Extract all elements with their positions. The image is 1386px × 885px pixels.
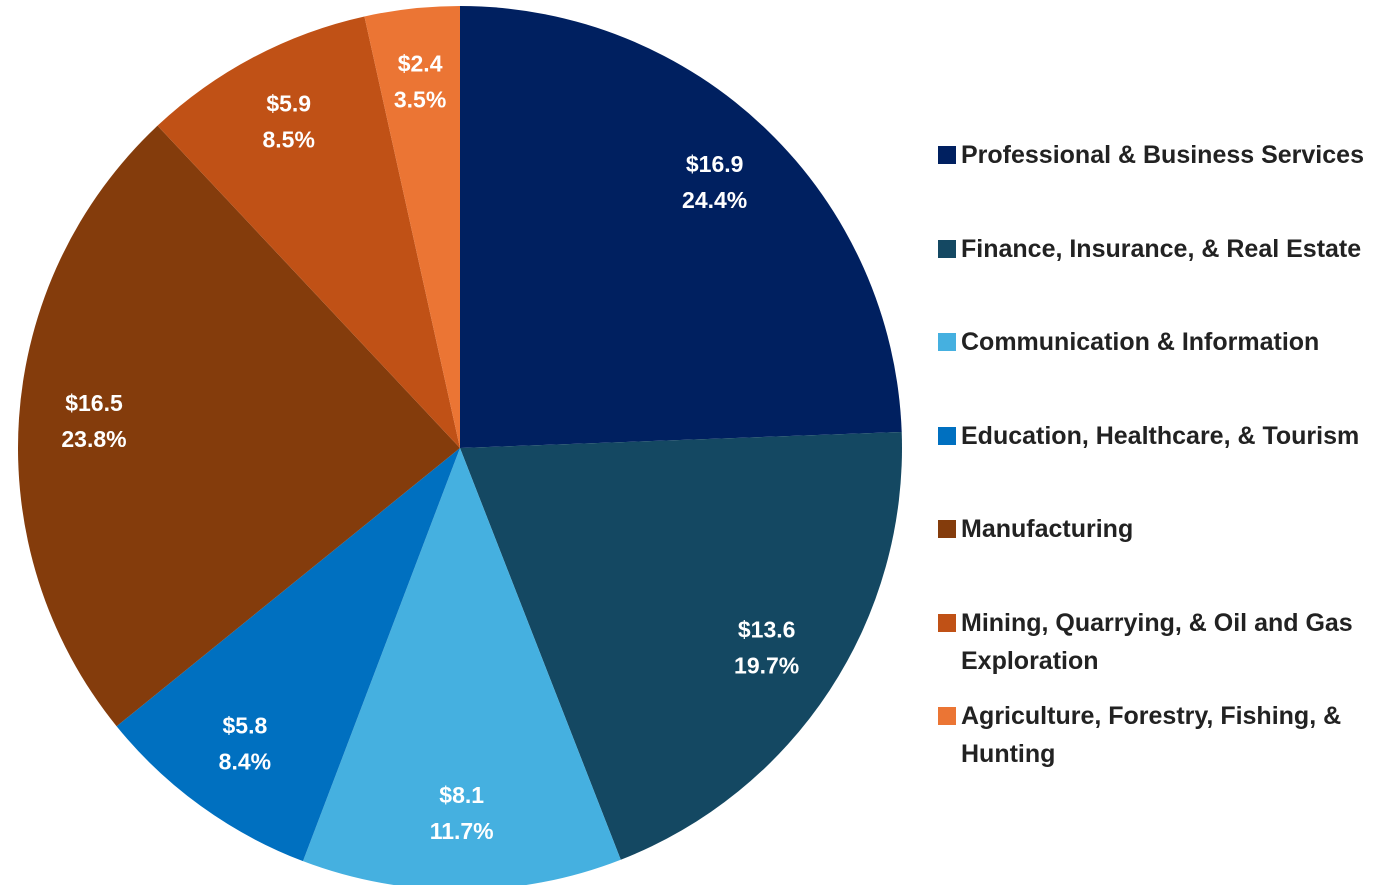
value-label: $5.8	[223, 712, 268, 738]
legend-swatch	[938, 333, 956, 351]
share-label: 19.7%	[734, 652, 799, 678]
legend-label: Mining, Quarrying, & Oil and Gas Explora…	[961, 608, 1353, 675]
legend-entry: Finance, Insurance, & Real Estate	[938, 230, 1378, 268]
legend-swatch	[938, 146, 956, 164]
pie-slice	[157, 16, 460, 448]
value-label: $13.6	[738, 616, 796, 642]
share-label: 8.4%	[219, 748, 271, 774]
legend-label: Education, Healthcare, & Tourism	[961, 421, 1360, 450]
share-label: 23.8%	[61, 426, 126, 452]
pie-slice	[17, 125, 460, 727]
legend-entry: Professional & Business Services	[938, 136, 1378, 174]
value-label: $5.9	[266, 91, 311, 117]
legend-swatch	[938, 239, 956, 258]
pie-slice	[460, 6, 902, 448]
legend-entry: Manufacturing	[938, 510, 1378, 548]
legend-swatch	[938, 707, 956, 725]
legend-swatch	[938, 426, 956, 445]
legend-entry: Education, Healthcare, & Tourism	[938, 417, 1378, 455]
pie-slice	[302, 448, 621, 885]
legend-label: Manufacturing	[961, 515, 1134, 543]
pie-slice	[364, 6, 460, 448]
legend-swatch	[938, 613, 956, 632]
share-label: 11.7%	[430, 818, 494, 844]
legend-swatch	[938, 520, 956, 538]
value-label: $2.4	[398, 50, 443, 76]
share-label: 3.5%	[394, 86, 446, 112]
legend-entry: Agriculture, Forestry, Fishing, & Huntin…	[938, 697, 1378, 773]
legend-label: Communication & Information	[961, 328, 1320, 356]
pie-slice	[116, 448, 460, 862]
share-label: 8.5%	[262, 127, 314, 153]
legend-label: Finance, Insurance, & Real Estate	[961, 234, 1362, 263]
value-label: $16.9	[686, 151, 744, 177]
pie-slice	[460, 431, 902, 860]
legend-entry: Mining, Quarrying, & Oil and Gas Explora…	[938, 604, 1378, 680]
legend-label: Professional & Business Services	[961, 141, 1364, 169]
legend-entry: Communication & Information	[938, 323, 1378, 361]
share-label: 24.4%	[682, 187, 747, 213]
legend-label: Agriculture, Forestry, Fishing, & Huntin…	[961, 702, 1342, 768]
value-label: $16.5	[65, 390, 123, 416]
value-label: $8.1	[439, 782, 484, 808]
